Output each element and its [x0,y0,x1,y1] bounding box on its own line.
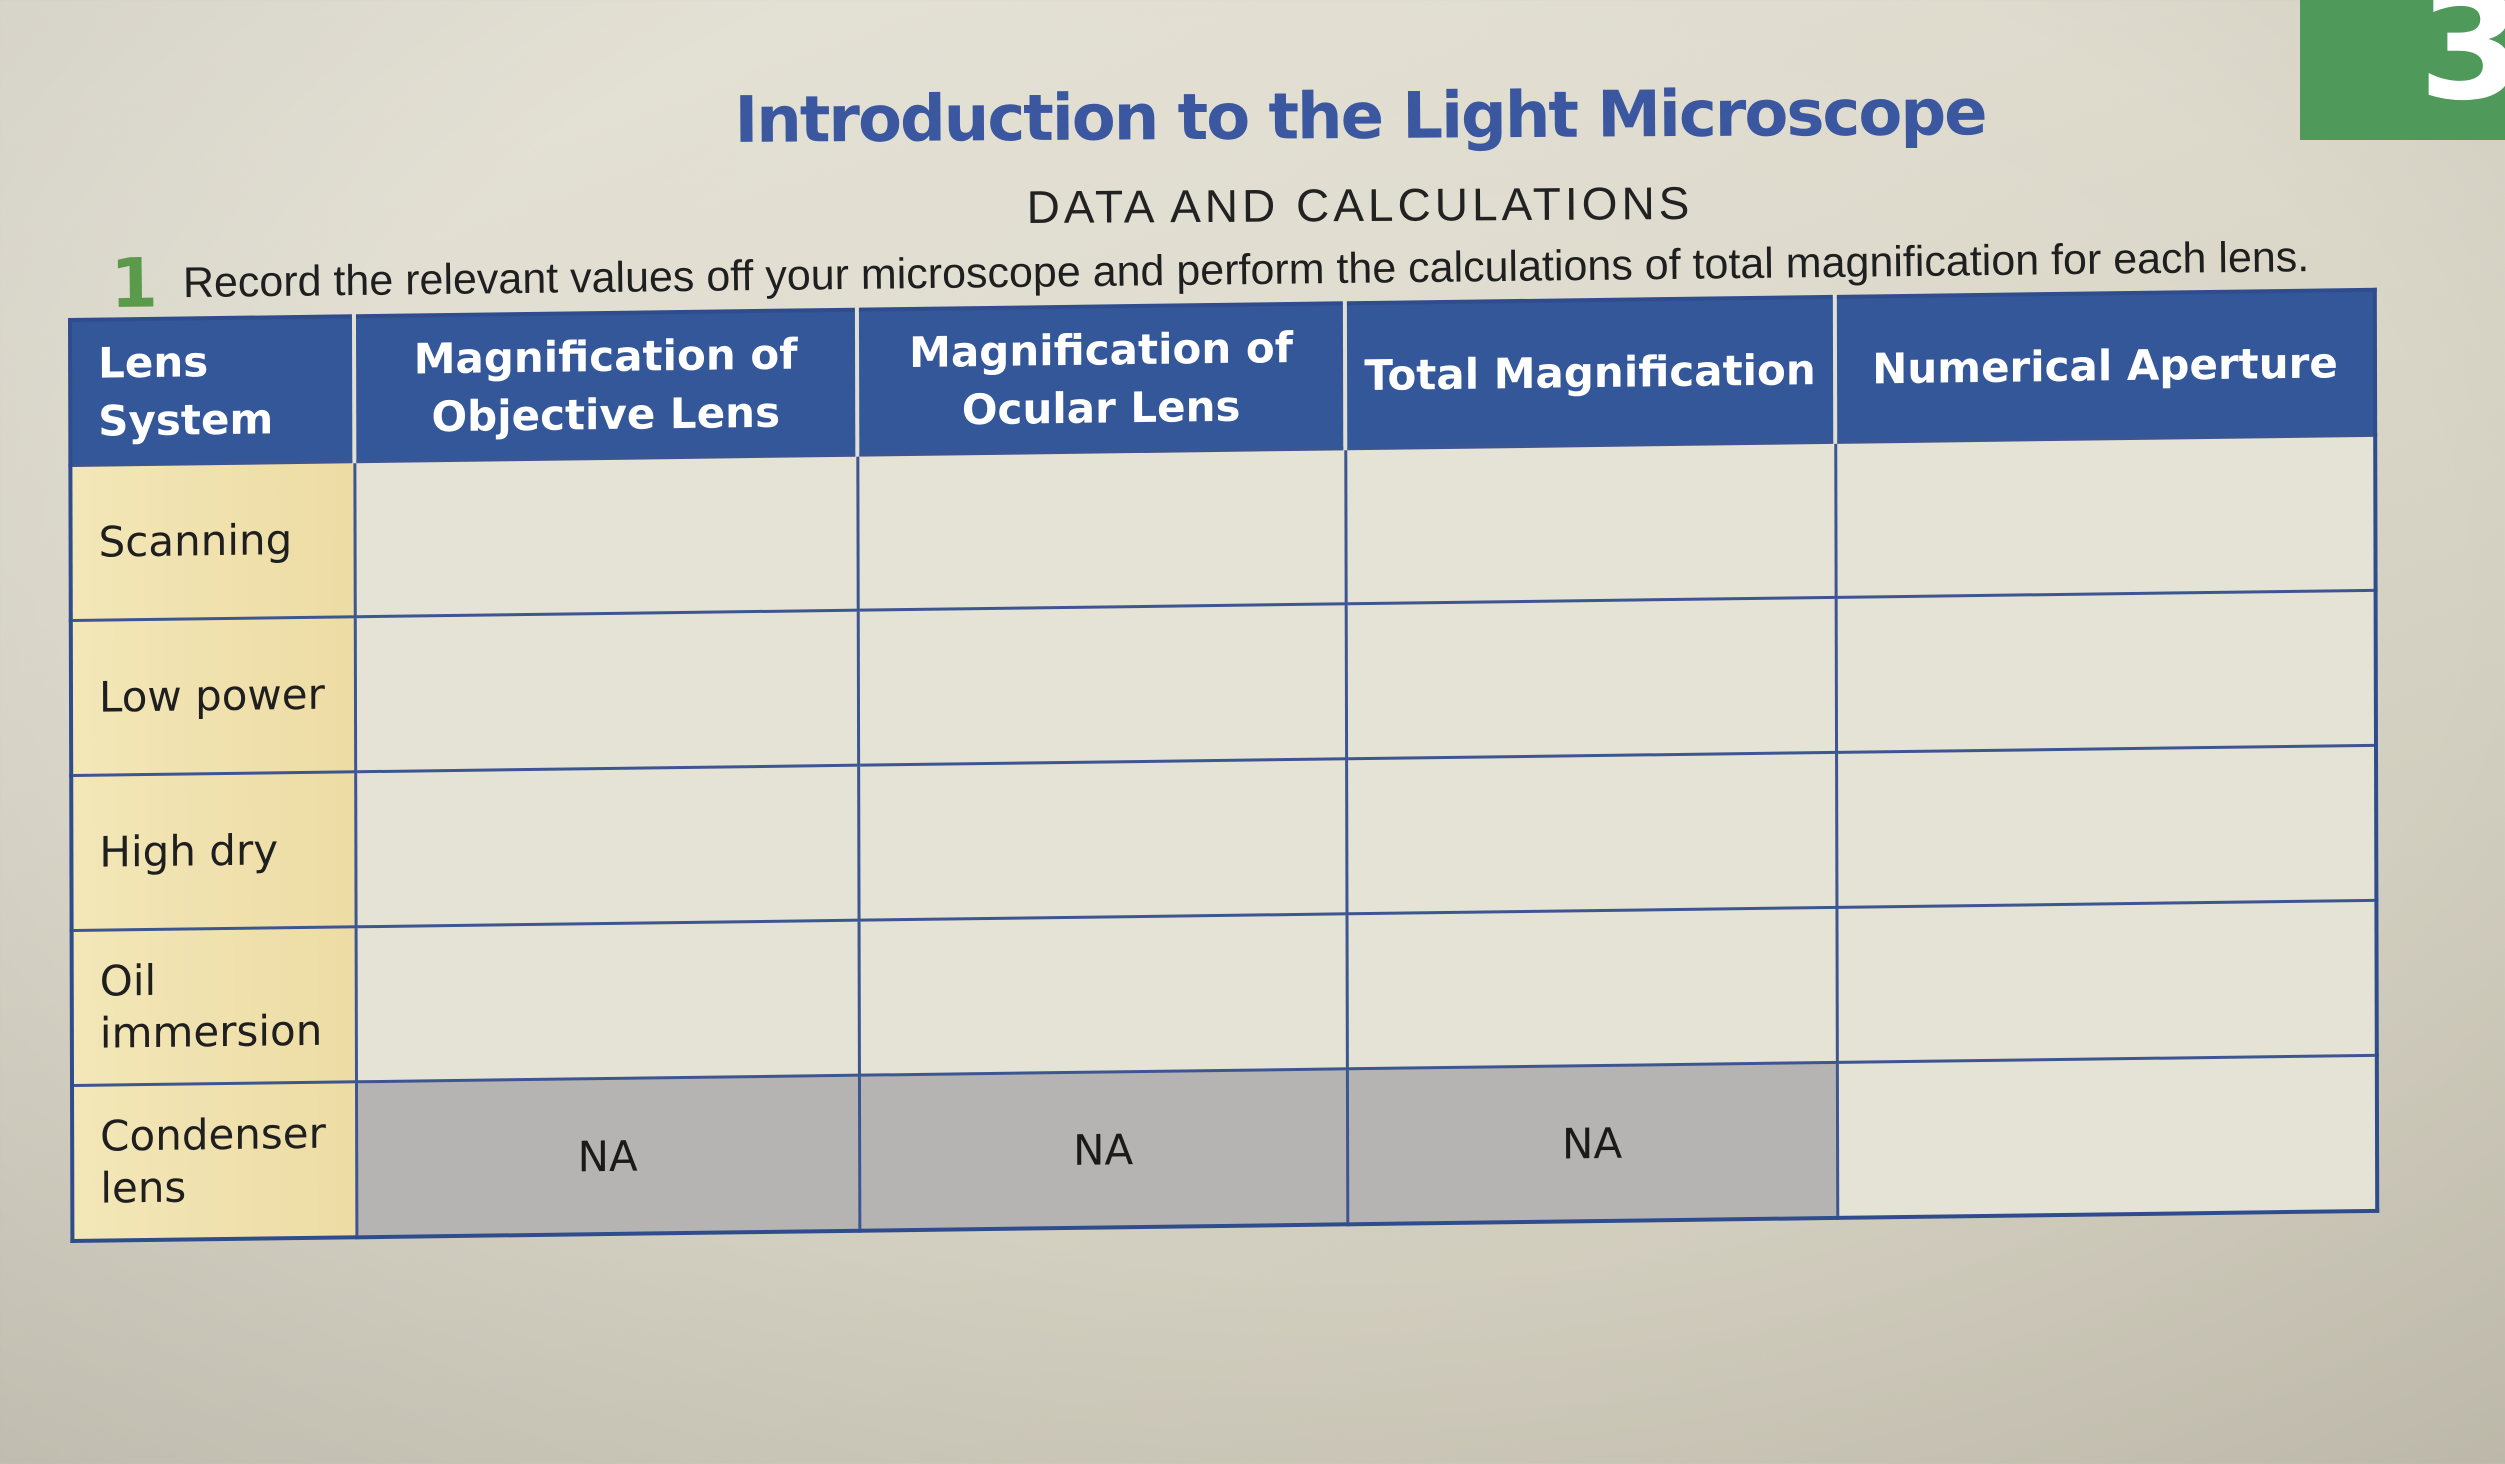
table-row: High dry [71,745,2377,931]
table-cell[interactable] [1835,435,2376,598]
table-cell[interactable] [858,913,1347,1076]
table-row: Low power [70,590,2377,776]
table-header-cell: Lens System [70,316,355,466]
table-row: Scanning [70,435,2376,621]
data-table-container: Lens System Magnification of Objective L… [68,287,2380,1244]
table-header-cell: Total Magnification [1344,296,1836,449]
table-cell[interactable] [857,603,1347,766]
table-cell[interactable] [1345,597,1837,759]
table-cell[interactable] [1836,900,2377,1063]
table-cell[interactable] [1345,442,1836,604]
table-cell[interactable] [857,448,1346,611]
row-label: High dry [71,771,356,931]
table-row: Condenser lens NA NA NA [72,1055,2378,1242]
page-title: Introduction to the Light Microscope [734,76,1986,158]
table-header-cell: Magnification of Objective Lens [353,309,858,462]
table-cell[interactable] [354,455,858,617]
table-cell[interactable] [858,758,1347,921]
chapter-number: 3 [2418,0,2505,134]
table-cell[interactable] [354,610,859,772]
table-cell[interactable] [1836,1055,2378,1218]
row-label: Low power [70,616,356,776]
table-cell[interactable] [1835,590,2377,753]
table-cell[interactable] [1836,745,2377,908]
row-label: Scanning [70,461,355,621]
na-cell: NA [858,1068,1348,1231]
data-table: Lens System Magnification of Objective L… [68,287,2380,1244]
table-cell[interactable] [1346,907,1837,1069]
step-number: 1 [110,244,159,324]
table-cell[interactable] [1346,752,1837,914]
table-header-cell: Numerical Aperture [1834,289,2376,443]
table-row: Oil immersion [71,900,2377,1086]
table-cell[interactable] [355,920,859,1082]
row-label: Oil immersion [71,926,356,1086]
table-cell[interactable] [355,765,859,927]
na-cell: NA [1346,1062,1838,1225]
chapter-tab: 3 [2300,0,2505,140]
na-cell: NA [355,1075,860,1238]
table-header-cell: Magnification of Ocular Lens [856,303,1346,456]
row-label: Condenser lens [72,1081,357,1242]
